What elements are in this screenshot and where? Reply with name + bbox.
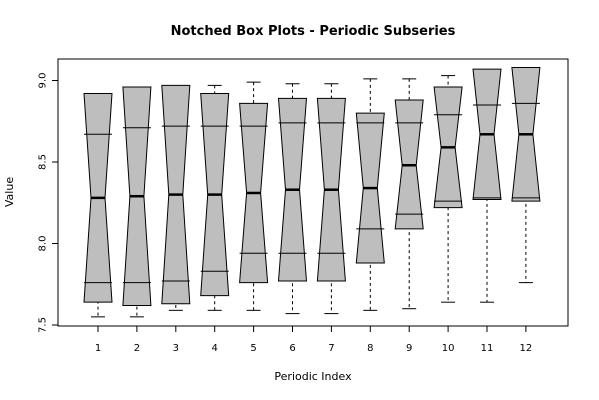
x-tick-label: 9 bbox=[406, 343, 412, 354]
y-axis-label: Value bbox=[3, 177, 16, 207]
x-tick-label: 6 bbox=[289, 343, 295, 354]
x-tick-label: 10 bbox=[442, 343, 455, 354]
box-3 bbox=[161, 84, 191, 311]
x-tick-label: 5 bbox=[250, 343, 256, 354]
box-8 bbox=[355, 78, 385, 311]
y-tick-label: 8.5 bbox=[38, 154, 49, 170]
box-11 bbox=[472, 68, 502, 303]
y-axis: 7.5 8.0 8.5 9.0 bbox=[38, 73, 59, 333]
x-axis-label: Periodic Index bbox=[274, 370, 352, 383]
box-series bbox=[83, 66, 541, 318]
x-tick-label: 12 bbox=[520, 343, 533, 354]
box-5 bbox=[239, 81, 269, 311]
box-6 bbox=[277, 83, 308, 315]
y-tick-label: 8.0 bbox=[38, 236, 49, 252]
chart-title: Notched Box Plots - Periodic Subseries bbox=[171, 24, 456, 39]
x-axis: 1 2 3 4 5 6 7 8 9 10 11 12 bbox=[95, 325, 533, 354]
y-tick-label: 9.0 bbox=[38, 73, 49, 89]
y-tick-label: 7.5 bbox=[38, 317, 49, 333]
box-9 bbox=[394, 78, 424, 310]
x-tick-label: 7 bbox=[328, 343, 334, 354]
box-7 bbox=[316, 83, 346, 315]
box-10 bbox=[433, 75, 463, 303]
x-tick-label: 11 bbox=[481, 343, 494, 354]
x-tick-label: 8 bbox=[367, 343, 373, 354]
x-tick-label: 4 bbox=[212, 343, 218, 354]
box-1 bbox=[83, 93, 113, 318]
box-12 bbox=[511, 66, 541, 284]
x-tick-label: 2 bbox=[134, 343, 140, 354]
box-2 bbox=[122, 86, 152, 318]
box-4 bbox=[200, 84, 230, 311]
x-tick-label: 3 bbox=[173, 343, 179, 354]
x-tick-label: 1 bbox=[95, 343, 101, 354]
